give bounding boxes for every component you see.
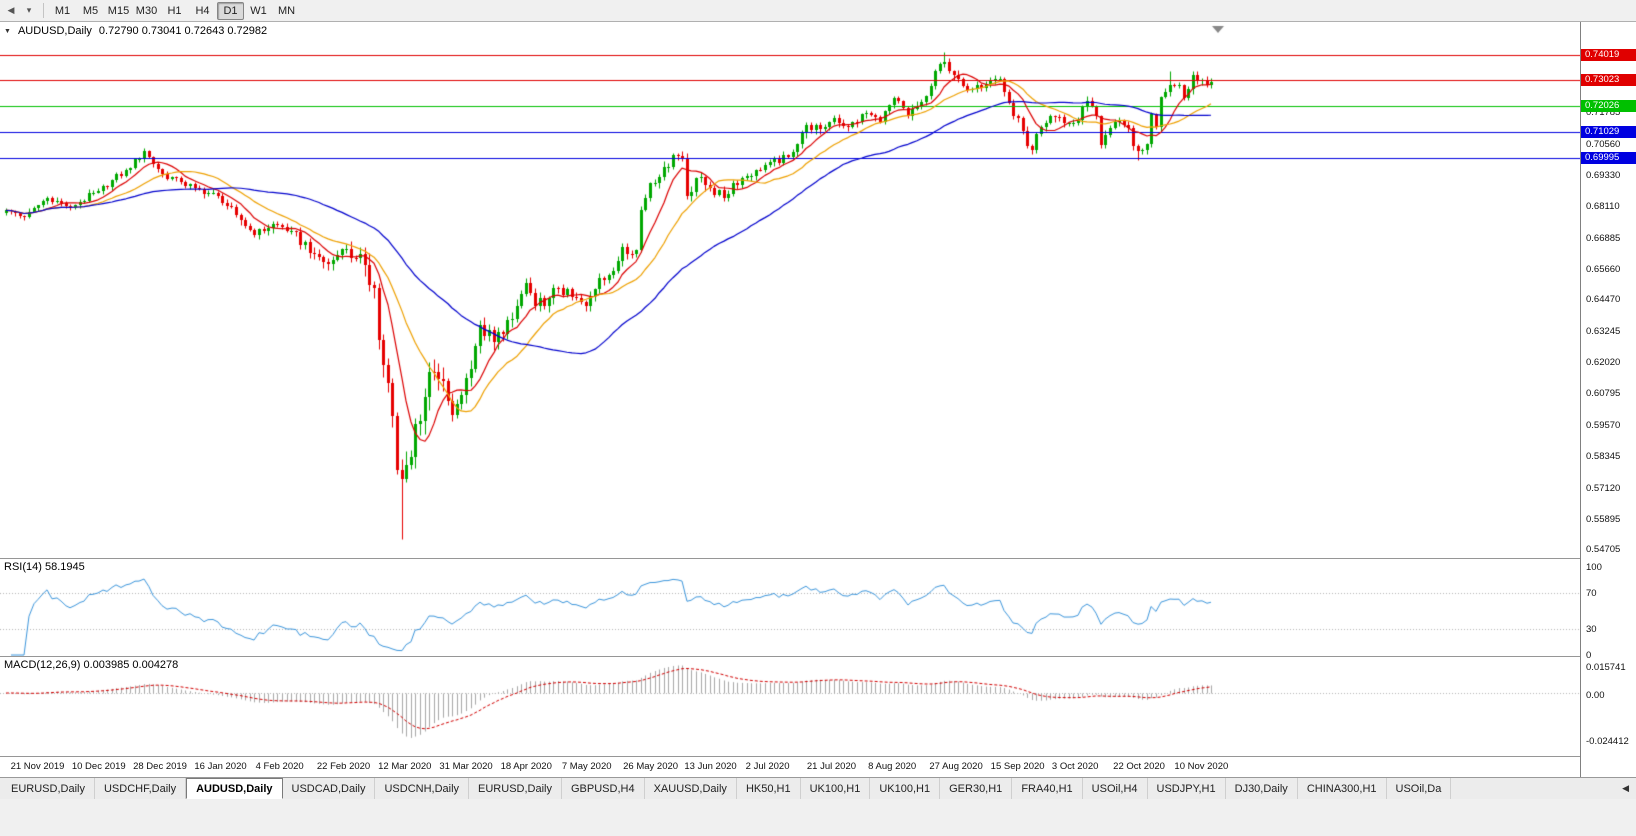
rsi-canvas[interactable] — [0, 559, 1580, 656]
timeframe-toolbar: ◀ ▾ M1 M5 M15 M30 H1 H4 D1 W1 MN — [0, 0, 1636, 22]
date-axis-label: 13 Jun 2020 — [684, 761, 737, 772]
price-axis-label: 0.71785 — [1586, 107, 1621, 119]
price-axis-label: 0.64470 — [1586, 294, 1621, 306]
price-axis-label: 0.66885 — [1586, 232, 1621, 244]
main-chart-pane: ▼ AUDUSD,Daily 0.72790 0.73041 0.72643 0… — [0, 22, 1580, 558]
chart-tab-usdchf-daily[interactable]: USDCHF,Daily — [95, 778, 187, 799]
date-axis[interactable]: 21 Nov 2019 10 Dec 2019 28 Dec 2019 16 Jan … — [0, 756, 1580, 777]
plot-column: ▼ AUDUSD,Daily 0.72790 0.73041 0.72643 0… — [0, 22, 1580, 777]
chart-tab-dj30-daily[interactable]: DJ30,Daily — [1226, 778, 1298, 799]
macd-pane: MACD(12,26,9) 0.003985 0.004278 — [0, 656, 1580, 756]
chart-tab-hk50-h1[interactable]: HK50,H1 — [737, 778, 801, 799]
rsi-axis-label: 100 — [1586, 562, 1602, 573]
timeframes-dropdown-icon[interactable]: ▾ — [26, 5, 32, 15]
date-axis-label: 12 Mar 2020 — [378, 761, 432, 772]
timeframe-button-w1[interactable]: W1 — [250, 4, 267, 17]
price-axis-label: 0.62020 — [1586, 357, 1621, 369]
date-axis-label: 22 Oct 2020 — [1113, 761, 1165, 772]
toolbar-separator — [43, 3, 44, 18]
date-axis-label: 10 Dec 2019 — [71, 761, 126, 772]
rsi-axis-label: 30 — [1586, 623, 1597, 635]
date-axis-label: 22 Feb 2020 — [316, 761, 371, 772]
price-axis-label: 0.70560 — [1586, 138, 1621, 150]
chart-tab-usdjpy-h1[interactable]: USDJPY,H1 — [1148, 778, 1226, 799]
date-axis-label: 8 Aug 2020 — [868, 761, 917, 772]
date-axis-label: 4 Feb 2020 — [255, 761, 304, 772]
price-level-tag: 0.71029 — [1581, 125, 1636, 138]
price-level-tag: 0.72026 — [1581, 100, 1636, 112]
tab-scroll-arrow-icon[interactable]: ◀ — [1622, 783, 1629, 793]
price-level-tag: 0.69995 — [1581, 151, 1636, 164]
price-level-tag: 0.73023 — [1581, 74, 1636, 87]
price-axis-label: 0.65660 — [1586, 263, 1621, 275]
date-axis-label: 28 Dec 2019 — [133, 761, 187, 772]
price-axis-label: 0.55895 — [1586, 513, 1621, 525]
macd-axis-label: 0.015741 — [1586, 662, 1626, 673]
date-axis-label: 31 Mar 2020 — [439, 761, 493, 772]
date-axis-label: 7 May 2020 — [561, 761, 612, 772]
price-axis-label: 0.68110 — [1586, 201, 1620, 213]
chart-tab-uk100-h1[interactable]: UK100,H1 — [870, 778, 941, 799]
chart-tab-ger30-h1[interactable]: GER30,H1 — [940, 778, 1013, 799]
chart-tab-usdcad-daily[interactable]: USDCAD,Daily — [283, 778, 376, 799]
price-axis-label: 0.59570 — [1586, 419, 1621, 431]
timeframe-button-m15[interactable]: M15 — [107, 4, 130, 17]
macd-axis-label: -0.024412 — [1586, 736, 1629, 748]
timeframe-button-mn[interactable]: MN — [277, 4, 296, 17]
timeframe-button-m5[interactable]: M5 — [82, 4, 99, 17]
date-axis-label: 21 Jul 2020 — [806, 761, 857, 772]
price-axis-label: 0.54705 — [1586, 544, 1621, 556]
date-axis-label: 18 Apr 2020 — [500, 761, 552, 772]
price-level-tag: 0.74019 — [1581, 48, 1636, 61]
chart-tab-china300-h1[interactable]: CHINA300,H1 — [1298, 778, 1387, 799]
chart-tab-eurusd-daily[interactable]: EURUSD,Daily — [2, 778, 95, 799]
charts-nav-icon[interactable]: ◀ — [7, 5, 15, 15]
date-axis-label: 21 Nov 2019 — [10, 761, 65, 772]
chart-region: ▼ AUDUSD,Daily 0.72790 0.73041 0.72643 0… — [0, 22, 1636, 777]
macd-axis-label: 0.00 — [1586, 690, 1605, 701]
chart-tab-bar: EURUSD,Daily USDCHF,Daily AUDUSD,Daily USDC… — [0, 777, 1636, 799]
chart-tab-fra40-h1[interactable]: FRA40,H1 — [1012, 778, 1083, 799]
rsi-axis-label: 70 — [1586, 588, 1597, 600]
price-axis[interactable]: 0.71785 0.70560 0.69330 0.68110 0.66885 0.656… — [1580, 22, 1636, 777]
price-axis-label: 0.57120 — [1586, 482, 1621, 494]
chart-tab-uk100-h1[interactable]: UK100,H1 — [801, 778, 871, 799]
chart-tab-xauusd-daily[interactable]: XAUUSD,Daily — [645, 778, 737, 799]
date-axis-label: 2 Jul 2020 — [745, 761, 790, 772]
price-axis-label: 0.63245 — [1586, 325, 1621, 337]
price-axis-label: 0.58345 — [1586, 451, 1621, 463]
chart-tab-eurusd-daily[interactable]: EURUSD,Daily — [469, 778, 562, 799]
date-axis-label: 26 May 2020 — [623, 761, 679, 772]
chart-tab-usoil-h4[interactable]: USOil,H4 — [1083, 778, 1148, 799]
main-chart-canvas[interactable] — [0, 22, 1580, 558]
timeframe-button-m1[interactable]: M1 — [54, 4, 71, 17]
chart-tab-usoil-da[interactable]: USOil,Da — [1387, 778, 1452, 799]
date-axis-label: 15 Sep 2020 — [990, 761, 1045, 772]
date-axis-label: 16 Jan 2020 — [194, 761, 247, 772]
bottom-filler — [0, 799, 1636, 836]
chart-tab-usdcnh-daily[interactable]: USDCNH,Daily — [375, 778, 470, 799]
price-axis-label: 0.60795 — [1586, 388, 1621, 400]
date-axis-label: 27 Aug 2020 — [929, 761, 983, 772]
chart-tab-gbpusd-h4[interactable]: GBPUSD,H4 — [562, 778, 645, 799]
rsi-pane: RSI(14) 58.1945 — [0, 558, 1580, 656]
timeframe-button-m30[interactable]: M30 — [135, 4, 158, 17]
date-axis-label: 10 Nov 2020 — [1174, 761, 1229, 772]
timeframe-button-h4[interactable]: H4 — [195, 4, 210, 17]
date-axis-label: 3 Oct 2020 — [1051, 761, 1099, 772]
timeframe-button-h1[interactable]: H1 — [167, 4, 182, 17]
timeframe-button-d1[interactable]: D1 — [217, 1, 244, 20]
price-axis-label: 0.69330 — [1586, 170, 1621, 181]
macd-canvas[interactable] — [0, 657, 1580, 756]
rsi-axis-label: 0 — [1586, 650, 1592, 661]
chart-tab-audusd-daily[interactable]: AUDUSD,Daily — [186, 778, 283, 799]
